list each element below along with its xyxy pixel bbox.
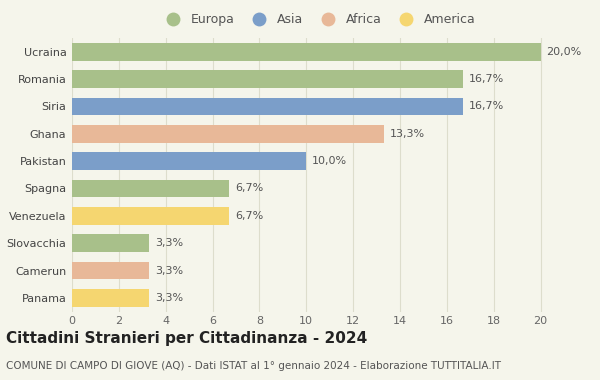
Text: 10,0%: 10,0% [312,156,347,166]
Bar [72,180,229,197]
Text: 20,0%: 20,0% [547,47,581,57]
Text: COMUNE DI CAMPO DI GIOVE (AQ) - Dati ISTAT al 1° gennaio 2024 - Elaborazione TUT: COMUNE DI CAMPO DI GIOVE (AQ) - Dati IST… [6,361,501,371]
Text: 3,3%: 3,3% [155,266,183,276]
Bar [72,125,383,142]
Bar [72,289,149,307]
Text: 16,7%: 16,7% [469,74,505,84]
Bar [72,43,541,60]
Text: 16,7%: 16,7% [469,101,505,111]
Bar [72,234,149,252]
Text: Cittadini Stranieri per Cittadinanza - 2024: Cittadini Stranieri per Cittadinanza - 2… [6,331,367,345]
Bar [72,207,229,225]
Text: 6,7%: 6,7% [235,211,263,221]
Bar [72,98,463,115]
Text: 13,3%: 13,3% [389,129,425,139]
Text: 3,3%: 3,3% [155,238,183,248]
Text: 3,3%: 3,3% [155,293,183,303]
Legend: Europa, Asia, Africa, America: Europa, Asia, Africa, America [160,13,476,26]
Bar [72,152,306,170]
Bar [72,70,463,88]
Bar [72,262,149,279]
Text: 6,7%: 6,7% [235,184,263,193]
